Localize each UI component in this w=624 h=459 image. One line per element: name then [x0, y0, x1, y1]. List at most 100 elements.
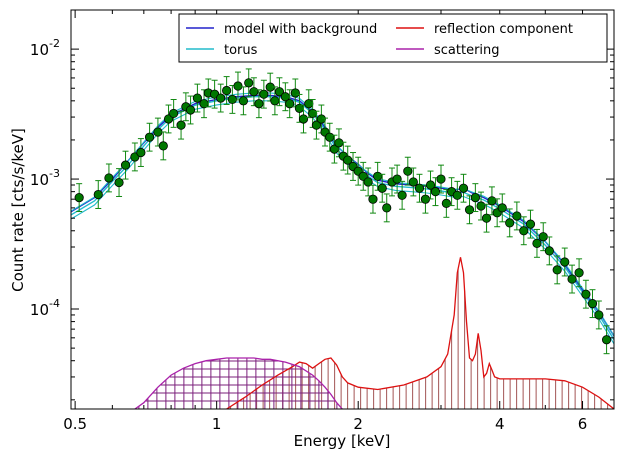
data-point: [304, 89, 314, 119]
data-marker: [120, 160, 131, 170]
legend-label: reflection component: [434, 22, 573, 37]
data-marker: [377, 183, 387, 193]
data-marker: [169, 108, 179, 119]
data-marker: [227, 94, 237, 105]
y-tick-exponent: -3: [49, 167, 60, 180]
data-point: [244, 68, 254, 98]
data-marker: [476, 201, 486, 211]
data-point: [290, 78, 300, 108]
legend-label: scattering: [434, 43, 500, 58]
data-marker: [581, 289, 591, 299]
data-point: [560, 247, 570, 277]
data-marker: [382, 203, 392, 213]
x-axis-label: Energy [keV]: [294, 432, 391, 450]
data-point: [114, 168, 124, 197]
data-marker: [470, 192, 480, 203]
data-point: [425, 170, 436, 200]
data-point: [238, 86, 249, 116]
data-marker: [392, 174, 402, 184]
data-marker: [532, 238, 542, 248]
data-marker: [238, 96, 249, 106]
data-marker: [458, 183, 469, 193]
data-point: [587, 289, 598, 319]
data-point: [594, 300, 604, 330]
data-point: [144, 122, 155, 152]
data-marker: [587, 299, 598, 309]
data-marker: [481, 213, 492, 223]
data-marker: [304, 99, 314, 109]
data-point: [458, 173, 469, 203]
data-marker: [104, 173, 114, 183]
data-marker: [311, 120, 322, 130]
data-marker: [298, 114, 309, 124]
data-marker: [403, 166, 413, 176]
data-marker: [244, 78, 254, 88]
data-point: [325, 122, 335, 152]
data-marker: [397, 190, 407, 200]
data-marker: [222, 85, 232, 96]
data-point: [464, 195, 475, 225]
data-marker: [144, 132, 155, 142]
data-marker: [594, 310, 604, 320]
data-marker: [114, 177, 124, 188]
data-point: [601, 325, 612, 355]
plot-frame: [70, 9, 615, 410]
data-marker: [505, 218, 515, 228]
data-point: [233, 71, 243, 101]
data-marker: [512, 211, 522, 221]
data-marker: [425, 180, 436, 190]
data-point: [436, 164, 446, 194]
legend: model with background torus reflection com…: [178, 13, 608, 63]
data-point: [74, 183, 84, 213]
data-point: [392, 164, 402, 194]
data-marker: [363, 177, 373, 187]
data-point: [176, 110, 186, 140]
data-point: [158, 131, 168, 161]
data-marker: [308, 108, 318, 119]
data-marker: [525, 219, 536, 229]
data-point: [104, 163, 114, 193]
data-marker: [259, 89, 269, 99]
component-hatch-fills: [138, 268, 609, 409]
data-marker: [334, 138, 344, 148]
data-point: [476, 191, 486, 221]
data-marker: [233, 81, 243, 91]
data-marker: [567, 274, 577, 284]
data-point: [368, 184, 378, 214]
data-point: [316, 104, 326, 134]
data-marker: [373, 171, 383, 181]
data-marker: [519, 226, 529, 236]
data-point: [274, 77, 285, 107]
x-tick-label: 0.5: [63, 415, 87, 433]
data-marker: [270, 96, 280, 106]
y-tick-exponent: -2: [49, 37, 60, 50]
y-tick-label: 10: [30, 301, 49, 319]
data-marker: [158, 141, 168, 151]
data-marker: [574, 268, 584, 278]
data-marker: [316, 114, 326, 124]
data-marker: [601, 335, 612, 345]
data-point: [430, 177, 441, 207]
data-marker: [487, 196, 497, 206]
data-marker: [441, 198, 451, 208]
data-point: [512, 201, 522, 231]
data-point: [185, 95, 196, 125]
data-point: [505, 208, 515, 238]
data-point: [487, 186, 497, 216]
data-point: [222, 76, 232, 105]
data-point: [552, 255, 562, 285]
y-axis-label: Count rate [cts/s/keV]: [9, 128, 27, 292]
data-point: [363, 167, 373, 197]
reflection-hatch: [230, 268, 609, 409]
data-marker: [192, 93, 203, 103]
data-marker: [290, 88, 300, 98]
data-marker: [93, 189, 103, 200]
data-point: [382, 193, 392, 223]
data-point: [574, 258, 584, 288]
data-point: [525, 209, 536, 239]
data-point: [343, 145, 353, 175]
data-marker: [544, 246, 554, 256]
data-marker: [216, 93, 226, 103]
data-point: [408, 167, 418, 197]
